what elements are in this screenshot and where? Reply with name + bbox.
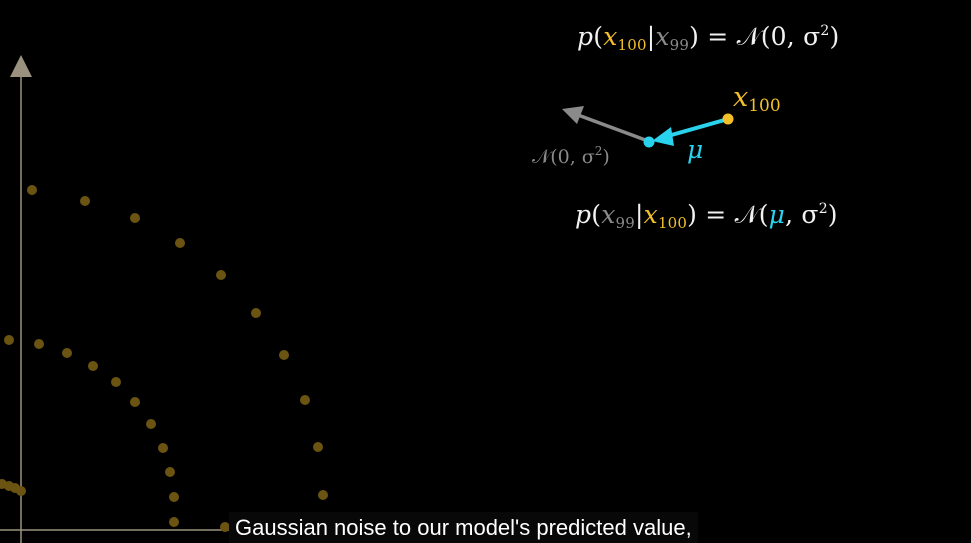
scatter-dot [130, 397, 140, 407]
eq-x-target-sub: 99 [616, 214, 636, 232]
scatter-dot [318, 490, 328, 500]
scatter-dot [279, 350, 289, 360]
scatter-dot [300, 395, 310, 405]
eq-x-cond-sub: 100 [658, 214, 687, 232]
x100-label-x: x [733, 82, 748, 113]
eq-bar: | [635, 200, 644, 229]
eq-rhs-sup: 2 [819, 201, 828, 217]
scatter-dot [313, 442, 323, 452]
scatter-dot [146, 419, 156, 429]
eq-rhs-mid: , σ [785, 200, 819, 229]
x100-label-sub: 100 [748, 96, 780, 116]
eq-x-cond: x [644, 200, 658, 229]
scatter-dot [27, 185, 37, 195]
eq-rhs-prefix: ) = 𝒩(0, σ [689, 22, 820, 51]
equation-reverse: p(x99|x100) = 𝒩(μ, σ2) [575, 200, 838, 232]
eq-x-target: x [603, 22, 617, 51]
subtitle-caption: Gaussian noise to our model's predicted … [229, 512, 698, 543]
eq-x-target: x [601, 200, 615, 229]
scatter-dot [158, 443, 168, 453]
scatter-dot [80, 196, 90, 206]
scatter-dot [165, 467, 175, 477]
eq-p: p [577, 22, 593, 51]
scatter-dot [169, 517, 179, 527]
mean-vector-arrowhead [652, 127, 674, 146]
noise-label: 𝒩(0, σ2) [532, 144, 610, 168]
predicted-point [644, 137, 655, 148]
eq-rhs-suffix: ) [829, 22, 839, 51]
mean-vector-line [668, 119, 728, 136]
x100-label: x100 [733, 82, 781, 116]
scatter-points [0, 185, 482, 533]
scatter-dot [175, 238, 185, 248]
noise-label-suffix: ) [602, 146, 609, 168]
noise-label-text: 𝒩(0, σ [532, 146, 595, 168]
scatter-dot [88, 361, 98, 371]
eq-p: p [575, 200, 591, 229]
eq-rhs-suffix: ) [828, 200, 838, 229]
scatter-dot [251, 308, 261, 318]
eq-mu: μ [769, 200, 785, 229]
eq-rhs-prefix: ) = 𝒩( [687, 200, 769, 229]
scatter-dot [169, 492, 179, 502]
equation-forward: p(x100|x99) = 𝒩(0, σ2) [577, 22, 839, 54]
mu-label-text: μ [687, 135, 703, 164]
scatter-dot [130, 213, 140, 223]
eq-x-cond-sub: 99 [670, 36, 690, 54]
scatter-dot [111, 377, 121, 387]
noise-vector-line [578, 115, 648, 141]
mu-label: μ [687, 135, 703, 164]
y-axis-arrowhead [10, 55, 32, 77]
scatter-dot [62, 348, 72, 358]
scatter-dot [216, 270, 226, 280]
eq-x-cond: x [655, 22, 669, 51]
scatter-dot [16, 486, 26, 496]
x100-point [723, 114, 734, 125]
eq-x-target-sub: 100 [618, 36, 647, 54]
scatter-dot [34, 339, 44, 349]
scatter-dot [4, 335, 14, 345]
